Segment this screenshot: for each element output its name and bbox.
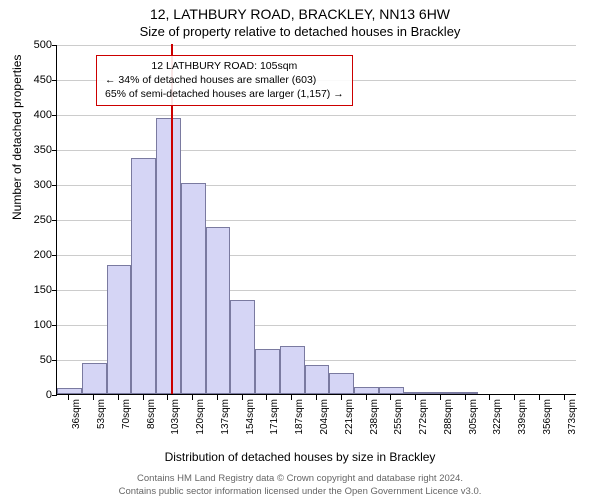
xtick-label: 373sqm	[567, 399, 578, 435]
xtick-label: 238sqm	[369, 399, 380, 435]
chart-subtitle: Size of property relative to detached ho…	[0, 24, 600, 39]
xtick-mark	[366, 395, 367, 400]
gridline	[57, 150, 576, 151]
xtick-label: 204sqm	[319, 399, 330, 435]
ytick-label: 300	[22, 179, 52, 191]
xtick-mark	[118, 395, 119, 400]
histogram-bar	[255, 349, 280, 395]
histogram-bar	[428, 392, 453, 394]
histogram-bar	[379, 387, 404, 394]
xtick-label: 288sqm	[443, 399, 454, 435]
x-axis-label: Distribution of detached houses by size …	[0, 450, 600, 464]
histogram-bar	[329, 373, 354, 394]
xtick-label: 272sqm	[418, 399, 429, 435]
histogram-bar	[181, 183, 206, 394]
xtick-mark	[539, 395, 540, 400]
xtick-mark	[489, 395, 490, 400]
ytick-mark	[52, 360, 57, 361]
xtick-mark	[440, 395, 441, 400]
annotation-line: ← 34% of detached houses are smaller (60…	[105, 73, 344, 87]
xtick-label: 86sqm	[146, 399, 157, 429]
xtick-mark	[341, 395, 342, 400]
gridline	[57, 115, 576, 116]
xtick-label: 36sqm	[71, 399, 82, 429]
xtick-mark	[465, 395, 466, 400]
ytick-label: 50	[22, 354, 52, 366]
xtick-label: 305sqm	[468, 399, 479, 435]
annotation-line: 65% of semi-detached houses are larger (…	[105, 87, 344, 101]
ytick-mark	[52, 115, 57, 116]
xtick-label: 137sqm	[220, 399, 231, 435]
page-container: 12, LATHBURY ROAD, BRACKLEY, NN13 6HW Si…	[0, 0, 600, 500]
xtick-mark	[390, 395, 391, 400]
footer-line-1: Contains HM Land Registry data © Crown c…	[0, 473, 600, 485]
ytick-label: 0	[22, 389, 52, 401]
histogram-bar	[82, 363, 107, 395]
xtick-label: 154sqm	[245, 399, 256, 435]
xtick-mark	[192, 395, 193, 400]
xtick-mark	[242, 395, 243, 400]
xtick-label: 221sqm	[344, 399, 355, 435]
xtick-label: 339sqm	[517, 399, 528, 435]
address-title: 12, LATHBURY ROAD, BRACKLEY, NN13 6HW	[0, 6, 600, 22]
ytick-mark	[52, 290, 57, 291]
ytick-mark	[52, 325, 57, 326]
annotation-line: 12 LATHBURY ROAD: 105sqm	[105, 59, 344, 73]
ytick-label: 100	[22, 319, 52, 331]
histogram-bar	[107, 265, 132, 395]
ytick-label: 450	[22, 74, 52, 86]
xtick-label: 120sqm	[195, 399, 206, 435]
xtick-mark	[415, 395, 416, 400]
xtick-mark	[217, 395, 218, 400]
xtick-label: 53sqm	[96, 399, 107, 429]
xtick-mark	[564, 395, 565, 400]
xtick-mark	[514, 395, 515, 400]
chart-area: 12 LATHBURY ROAD: 105sqm← 34% of detache…	[56, 45, 576, 395]
ytick-label: 400	[22, 109, 52, 121]
histogram-bar	[131, 158, 156, 394]
xtick-label: 70sqm	[121, 399, 132, 429]
ytick-label: 350	[22, 144, 52, 156]
histogram-bar	[305, 365, 330, 394]
xtick-label: 187sqm	[294, 399, 305, 435]
xtick-mark	[316, 395, 317, 400]
footer-text: Contains HM Land Registry data © Crown c…	[0, 473, 600, 498]
xtick-mark	[291, 395, 292, 400]
ytick-mark	[52, 150, 57, 151]
gridline	[57, 45, 576, 46]
ytick-label: 500	[22, 39, 52, 51]
histogram-bar	[206, 227, 231, 394]
ytick-label: 200	[22, 249, 52, 261]
ytick-mark	[52, 45, 57, 46]
histogram-bar	[230, 300, 255, 395]
property-annotation: 12 LATHBURY ROAD: 105sqm← 34% of detache…	[96, 55, 353, 106]
xtick-label: 171sqm	[269, 399, 280, 435]
ytick-mark	[52, 395, 57, 396]
histogram-bar	[280, 346, 305, 394]
xtick-mark	[68, 395, 69, 400]
xtick-label: 255sqm	[393, 399, 404, 435]
ytick-mark	[52, 80, 57, 81]
histogram-bar	[57, 388, 82, 394]
ytick-label: 150	[22, 284, 52, 296]
xtick-mark	[266, 395, 267, 400]
xtick-mark	[143, 395, 144, 400]
ytick-mark	[52, 255, 57, 256]
footer-line-2: Contains public sector information licen…	[0, 486, 600, 498]
ytick-mark	[52, 220, 57, 221]
histogram-bar	[354, 387, 379, 394]
histogram-bar	[156, 118, 181, 395]
xtick-label: 322sqm	[492, 399, 503, 435]
xtick-label: 356sqm	[542, 399, 553, 435]
ytick-label: 250	[22, 214, 52, 226]
xtick-mark	[93, 395, 94, 400]
xtick-label: 103sqm	[170, 399, 181, 435]
histogram-bar	[404, 392, 429, 394]
ytick-mark	[52, 185, 57, 186]
xtick-mark	[167, 395, 168, 400]
histogram-bar	[453, 392, 478, 394]
